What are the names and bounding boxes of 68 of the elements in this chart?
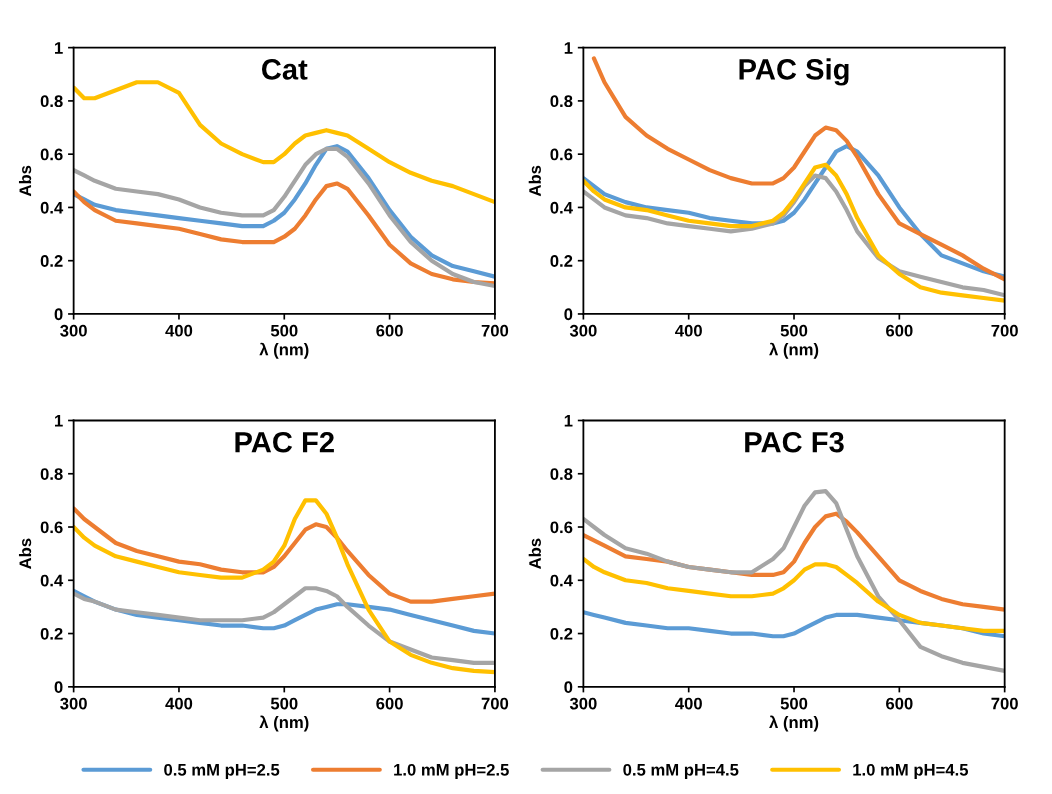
x-tick-label: 600 (376, 324, 403, 337)
y-tick-label: 1 (564, 42, 573, 54)
x-axis-title: λ (nm) (259, 342, 309, 359)
x-tick-label: 500 (780, 324, 808, 337)
y-axis-title: Abs (528, 538, 541, 569)
chart-title: PAC F3 (745, 431, 844, 453)
y-tick-label: 0.6 (550, 521, 573, 534)
legend-label: 1.0 mM pH=4.5 (853, 763, 969, 779)
line-series (583, 556, 1005, 633)
y-tick-label: 0 (54, 308, 63, 321)
chart-title: PAC F2 (235, 431, 334, 453)
y-tick-label: 0 (54, 681, 63, 694)
x-axis-title: λ (nm) (259, 715, 309, 732)
y-tick-label: 0.2 (550, 627, 573, 640)
y-tick-label: 0.4 (40, 574, 64, 587)
x-tick-label: 300 (60, 697, 87, 710)
x-tick-label: 300 (569, 697, 597, 710)
x-tick-label: 700 (991, 324, 1018, 337)
x-tick-label: 300 (569, 324, 597, 337)
y-tick-label: 0.8 (550, 468, 573, 480)
y-tick-label: 0.4 (550, 574, 573, 587)
y-axis-title: Abs (18, 165, 32, 197)
y-tick-label: 0.6 (40, 148, 63, 161)
x-tick-label: 700 (481, 324, 509, 337)
x-tick-label: 400 (165, 697, 193, 710)
y-tick-label: 1 (55, 415, 63, 427)
y-axis-title: Abs (528, 165, 541, 197)
line-series (73, 586, 495, 665)
y-tick-label: 0.8 (40, 95, 63, 108)
y-tick-label: 0.8 (40, 468, 63, 480)
x-axis-title: λ (nm) (769, 342, 819, 359)
y-axis-title: Abs (18, 538, 32, 569)
line-series (73, 506, 495, 604)
y-tick-label: 0.2 (40, 255, 63, 267)
x-tick-label: 600 (886, 697, 913, 710)
y-tick-label: 0.6 (550, 148, 573, 161)
y-tick-label: 1 (55, 42, 63, 54)
legend-label: 0.5 mM pH=4.5 (623, 763, 739, 779)
line-series (73, 498, 495, 675)
y-tick-label: 0 (564, 308, 573, 321)
line-series (583, 488, 1005, 673)
line-series (591, 56, 1005, 282)
x-tick-label: 400 (675, 324, 702, 337)
line-series (73, 181, 495, 286)
y-tick-label: 0.6 (40, 521, 63, 534)
x-tick-label: 500 (780, 697, 808, 710)
y-tick-label: 0.2 (40, 627, 63, 640)
x-tick-label: 300 (60, 324, 87, 337)
y-tick-label: 0.8 (550, 95, 573, 108)
x-tick-label: 400 (165, 324, 193, 337)
x-tick-label: 600 (886, 324, 913, 337)
chart-title: Cat (261, 59, 308, 80)
y-tick-label: 0.4 (550, 201, 573, 214)
y-tick-label: 0 (564, 681, 573, 694)
y-tick-label: 1 (564, 415, 573, 427)
x-tick-label: 700 (481, 697, 509, 710)
line-series (73, 80, 495, 205)
y-tick-label: 0.4 (40, 201, 64, 214)
chart-title: PAC Sig (739, 58, 849, 86)
x-axis-title: λ (nm) (769, 715, 819, 732)
x-tick-label: 500 (270, 697, 298, 710)
y-tick-label: 0.2 (550, 255, 573, 267)
legend-label: 0.5 mM pH=2.5 (164, 763, 280, 779)
x-tick-label: 400 (675, 697, 702, 710)
legend-label: 1.0 mM pH=2.5 (394, 763, 509, 779)
x-tick-label: 600 (376, 697, 403, 710)
x-tick-label: 500 (270, 324, 298, 337)
x-tick-label: 700 (991, 697, 1018, 710)
